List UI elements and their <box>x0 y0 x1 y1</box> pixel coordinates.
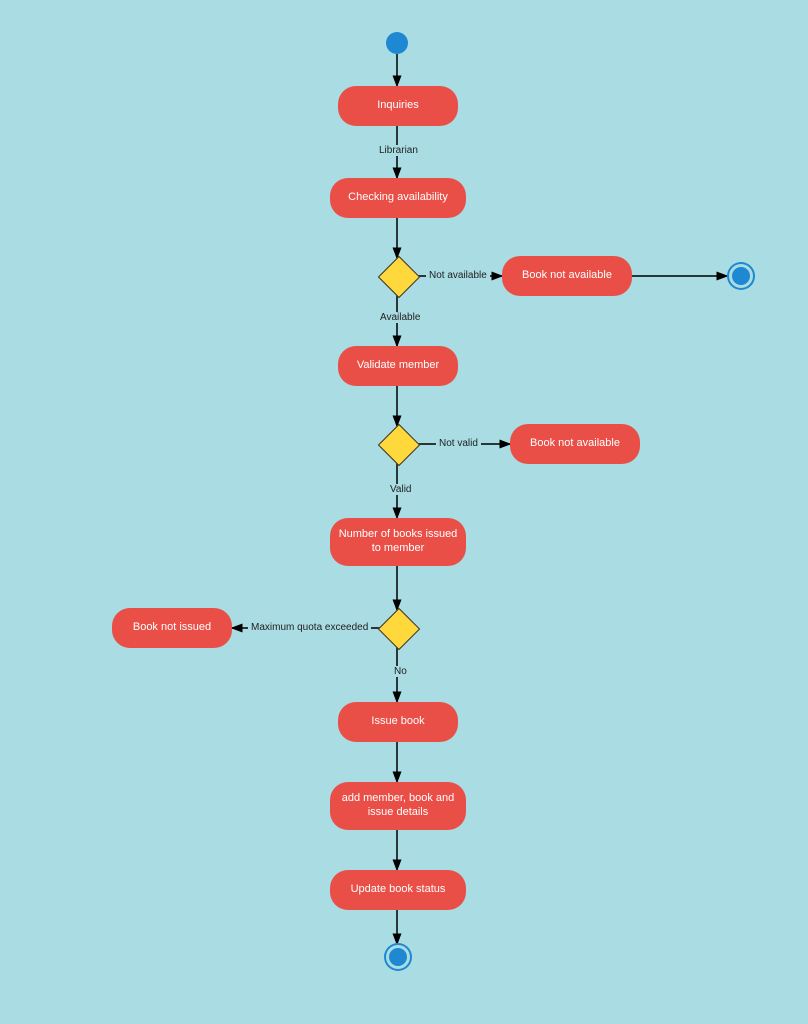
activity-label: Book not available <box>530 437 620 451</box>
edge-label-5: Available <box>377 312 423 323</box>
activity-n10: Update book status <box>330 870 466 910</box>
activity-label: Issue book <box>371 715 424 729</box>
activity-label: add member, book and issue details <box>338 792 458 820</box>
activity-n6: Number of books issued to member <box>330 518 466 566</box>
edge-label-3: Not available <box>426 270 490 281</box>
activity-n8: Issue book <box>338 702 458 742</box>
activity-n5: Book not available <box>510 424 640 464</box>
edge-label-1: Librarian <box>376 145 421 156</box>
activity-n1: Inquiries <box>338 86 458 126</box>
end-node-end2 <box>389 948 407 966</box>
activity-label: Update book status <box>351 883 446 897</box>
activity-label: Checking availability <box>348 191 448 205</box>
activity-n7: Book not issued <box>112 608 232 648</box>
activity-n4: Validate member <box>338 346 458 386</box>
activity-label: Inquiries <box>377 99 419 113</box>
start-node <box>386 32 408 54</box>
activity-n3: Book not available <box>502 256 632 296</box>
activity-n9: add member, book and issue details <box>330 782 466 830</box>
activity-label: Book not available <box>522 269 612 283</box>
activity-label: Book not issued <box>133 621 211 635</box>
edge-label-7: Not valid <box>436 438 481 449</box>
activity-label: Number of books issued to member <box>338 528 458 556</box>
activity-n2: Checking availability <box>330 178 466 218</box>
edge-label-10: Maximum quota exceeded <box>248 622 371 633</box>
edge-label-8: Valid <box>387 484 415 495</box>
activity-label: Validate member <box>357 359 439 373</box>
end-node-end1 <box>732 267 750 285</box>
edge-label-11: No <box>391 666 410 677</box>
